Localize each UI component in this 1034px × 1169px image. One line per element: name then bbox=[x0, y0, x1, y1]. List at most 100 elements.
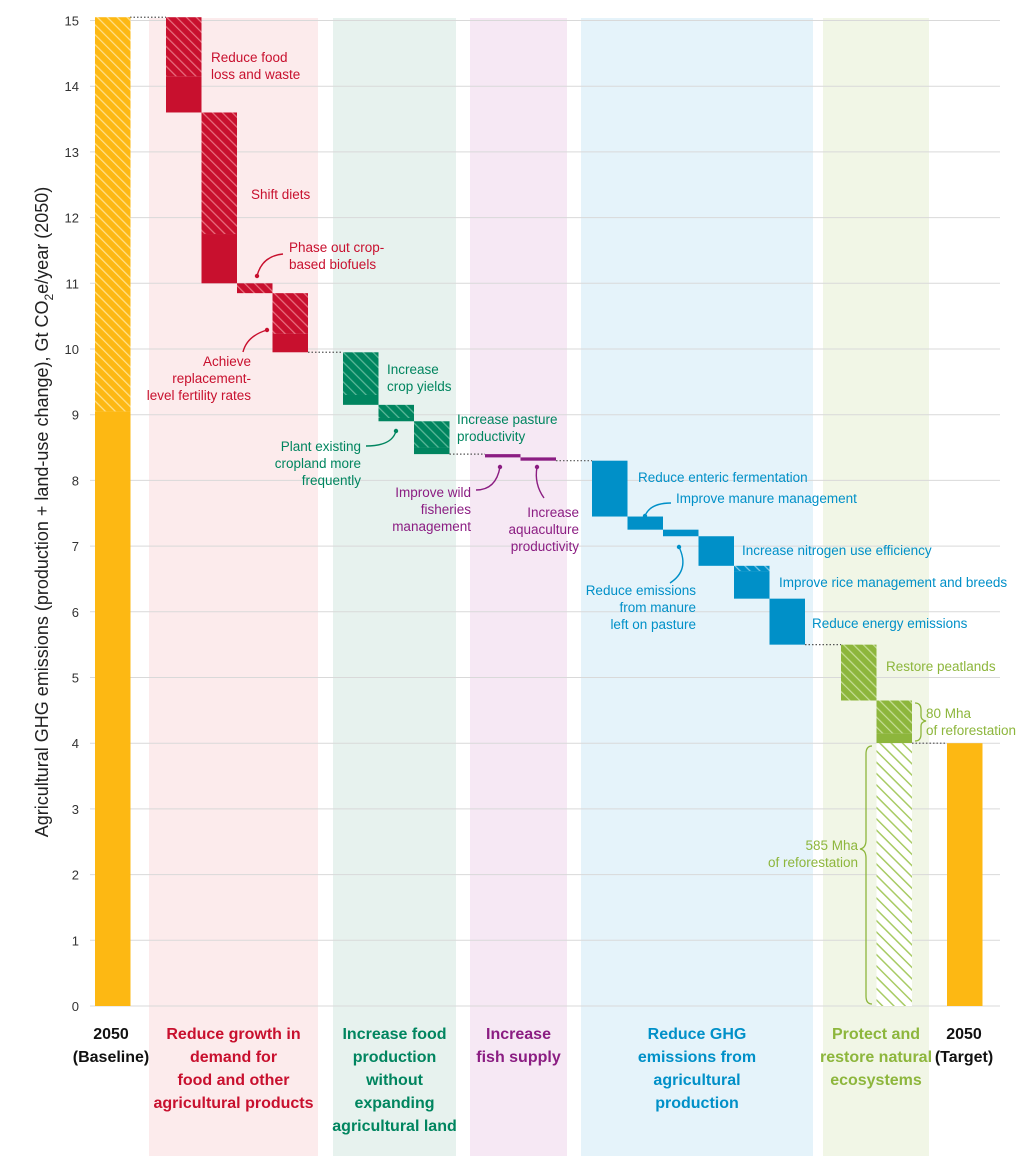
y-tick-label: 6 bbox=[72, 605, 79, 620]
pointer-arrow-head bbox=[393, 428, 399, 434]
step-label-line: of reforestation bbox=[926, 723, 1016, 738]
group-label-demand-line: Reduce growth in bbox=[166, 1026, 300, 1043]
group-label-ecosystems-line: Protect and bbox=[832, 1026, 920, 1043]
y-label-subscript: 2 bbox=[42, 294, 56, 301]
bar-step bbox=[663, 529, 699, 537]
baseline-label: 2050 (Baseline) bbox=[73, 1026, 149, 1066]
pointer-arrow bbox=[644, 502, 672, 517]
bar-step-hatched bbox=[237, 283, 273, 294]
step-label: Improve manure management bbox=[676, 491, 857, 506]
group-label-ecosystems-line: restore natural bbox=[820, 1049, 932, 1066]
step-label-line: Reduce food bbox=[211, 50, 288, 65]
pointer-arrow bbox=[242, 329, 268, 353]
y-tick-label: 3 bbox=[72, 802, 79, 817]
step-label-line: productivity bbox=[511, 539, 580, 554]
step-label-line: Reduce enteric fermentation bbox=[638, 470, 808, 485]
group-label-production-line: Increase food bbox=[342, 1026, 446, 1043]
group-label-production-line: agricultural land bbox=[332, 1118, 456, 1135]
step-label-line: Reduce emissions bbox=[586, 583, 697, 598]
step-label-line: productivity bbox=[457, 429, 526, 444]
group-label-production-line: expanding bbox=[354, 1095, 434, 1112]
step-label-line: Plant existing bbox=[281, 439, 361, 454]
bar-step-hatched bbox=[272, 293, 308, 334]
step-label-line: from manure bbox=[619, 600, 696, 615]
brace-80mha bbox=[914, 702, 927, 742]
step-label: 80 Mha of reforestation bbox=[926, 706, 1016, 738]
bar-step-hatched bbox=[166, 17, 202, 77]
bar-step-hatched bbox=[876, 700, 912, 734]
step-label-line: level fertility rates bbox=[147, 388, 252, 403]
target-label-line: (Target) bbox=[935, 1049, 993, 1066]
category-labels: 2050 (Baseline) 2050 (Target) Reduce growth … bbox=[73, 1026, 993, 1135]
step-label: Shift diets bbox=[251, 187, 311, 202]
group-label-production-line: without bbox=[365, 1072, 424, 1089]
group-label-ecosystems: Protect and restore natural ecosystems bbox=[820, 1026, 932, 1089]
step-label: Reduce energy emissions bbox=[812, 616, 968, 631]
baseline-label-line: 2050 bbox=[93, 1026, 129, 1043]
y-axis-label: Agricultural GHG emissions (production +… bbox=[32, 187, 56, 837]
bar-step bbox=[592, 460, 628, 517]
bar-step-hatched bbox=[414, 421, 450, 448]
y-tick-label: 12 bbox=[65, 211, 79, 226]
connector-lines bbox=[130, 16, 947, 744]
pointer-arrow-head bbox=[676, 544, 682, 550]
bar-step bbox=[414, 447, 450, 455]
y-label-part: e/year (2050) bbox=[32, 187, 52, 294]
brace-585mha bbox=[859, 745, 873, 1005]
y-tick-label: 13 bbox=[65, 145, 79, 160]
target-label: 2050 (Target) bbox=[935, 1026, 993, 1066]
band-production bbox=[333, 18, 456, 1156]
bar-step bbox=[166, 76, 202, 113]
step-label: 585 Mha of reforestation bbox=[768, 838, 859, 870]
baseline-label-line: (Baseline) bbox=[73, 1049, 149, 1066]
group-label-demand-line: demand for bbox=[190, 1049, 277, 1066]
group-label-demand: Reduce growth in demand for food and other… bbox=[153, 1026, 313, 1112]
y-tick-label: 15 bbox=[65, 14, 79, 29]
step-label-line: replacement- bbox=[172, 371, 251, 386]
bar-step-hatched bbox=[841, 644, 877, 701]
group-label-emissions-line: emissions from bbox=[638, 1049, 756, 1066]
bars bbox=[95, 17, 983, 1006]
step-label: Increase pasture productivity bbox=[457, 412, 558, 444]
bar-step-hatched bbox=[343, 352, 379, 395]
bar-step bbox=[876, 743, 912, 1006]
bar-step bbox=[272, 333, 308, 353]
step-label-line: Improve wild bbox=[395, 485, 471, 500]
step-label: Improve rice management and breeds bbox=[779, 575, 1007, 590]
group-label-emissions-line: Reduce GHG bbox=[648, 1026, 747, 1043]
y-tick-label: 8 bbox=[72, 473, 79, 488]
bar-step-hatched bbox=[201, 112, 237, 235]
pointer-arrow-head bbox=[497, 464, 503, 470]
step-label-line: 80 Mha bbox=[926, 706, 972, 721]
bar-step bbox=[343, 394, 379, 405]
target-label-line: 2050 bbox=[946, 1026, 982, 1043]
step-label: Phase out crop-based biofuels bbox=[289, 240, 384, 272]
y-tick-label: 5 bbox=[72, 671, 79, 686]
y-tick-label: 7 bbox=[72, 539, 79, 554]
step-label-line: left on pasture bbox=[610, 617, 696, 632]
step-label: Increase crop yields bbox=[387, 362, 452, 394]
step-label: Reduce emissions from manure left on pastu… bbox=[586, 583, 697, 632]
step-label: Reduce food loss and waste bbox=[211, 50, 300, 82]
step-label-line: 585 Mha bbox=[805, 838, 858, 853]
pointer-arrow bbox=[365, 430, 397, 447]
step-label-line: Increase bbox=[527, 505, 579, 520]
step-label-line: fisheries bbox=[421, 502, 472, 517]
step-label-line: Reduce energy emissions bbox=[812, 616, 968, 631]
bar-step bbox=[378, 417, 414, 422]
y-tick-label: 14 bbox=[65, 79, 79, 94]
y-tick-label: 9 bbox=[72, 408, 79, 423]
bar-step bbox=[485, 454, 521, 458]
pointer-arrow bbox=[256, 253, 284, 277]
group-label-emissions-line: production bbox=[655, 1095, 739, 1112]
group-label-demand-line: agricultural products bbox=[153, 1095, 313, 1112]
y-tick-label: 11 bbox=[66, 276, 80, 291]
group-label-emissions: Reduce GHG emissions from agricultural prod… bbox=[638, 1026, 756, 1112]
step-label: Increase nitrogen use efficiency bbox=[742, 543, 932, 558]
pointer-arrow-head bbox=[534, 464, 540, 470]
pointer-arrow bbox=[475, 466, 501, 491]
step-label-line: Achieve bbox=[203, 354, 251, 369]
y-tick-label: 10 bbox=[65, 342, 79, 357]
step-label-line: loss and waste bbox=[211, 67, 300, 82]
